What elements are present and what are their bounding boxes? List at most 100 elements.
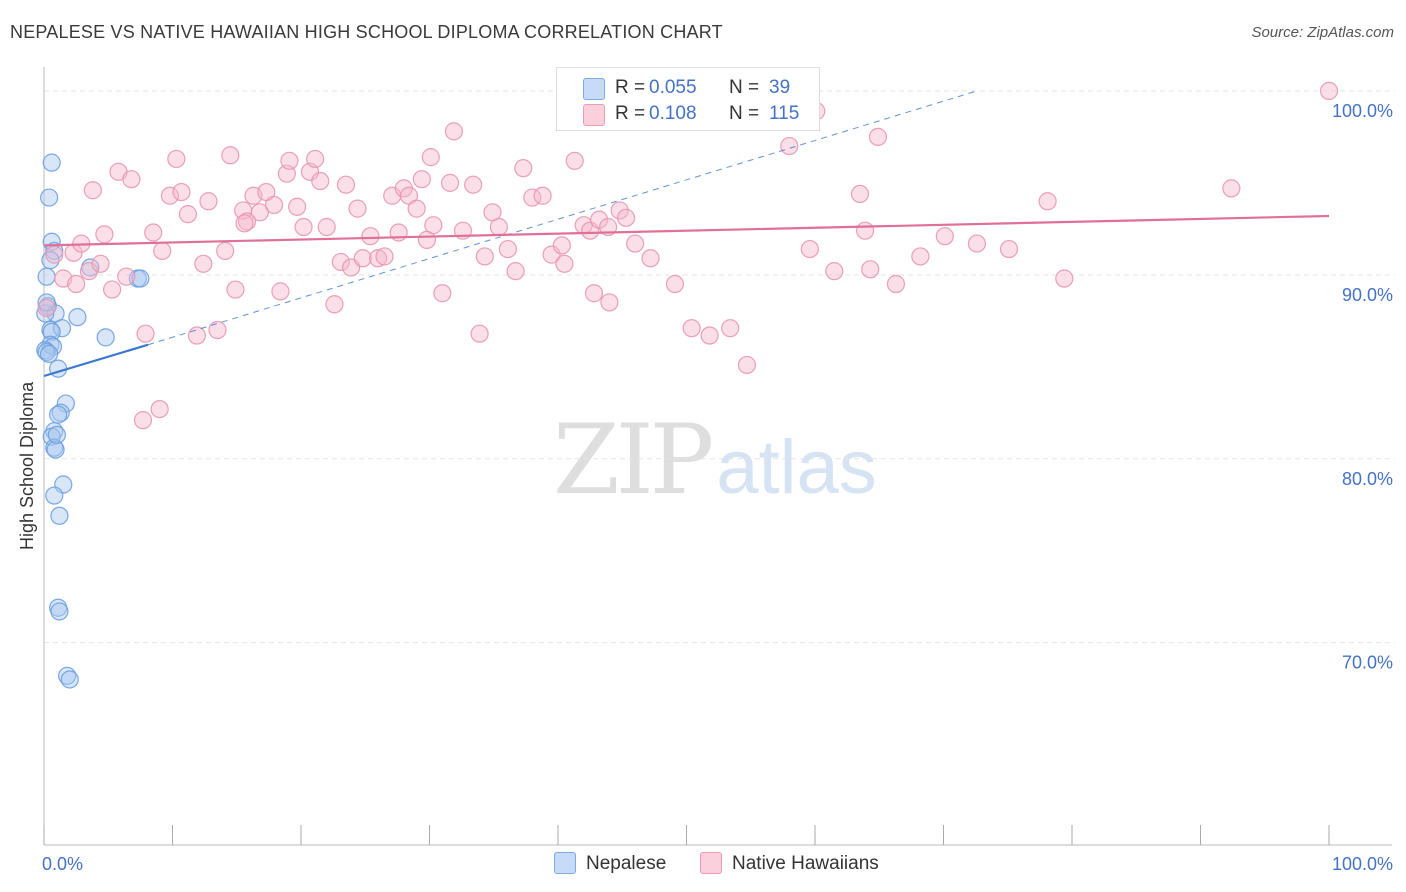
native-hawaiian-point [280,151,299,170]
native-hawaiian-point [294,217,313,237]
legend-r-value: 0.108 [649,103,697,124]
nepalese-point [37,267,56,286]
native-hawaiian-point [552,236,571,255]
legend-r-value: 0.055 [649,77,697,98]
x-tick-label: 0.0% [42,854,83,874]
nepalese-point [52,319,72,338]
native-hawaiian-point [555,254,574,273]
nepalese-point [131,269,150,288]
native-hawaiian-point [235,214,254,233]
legend-n-value: 39 [769,77,791,98]
native-hawaiian-point [172,182,191,202]
native-hawaiian-point [306,149,325,169]
nepalese-point [42,322,61,341]
y-axis-title: High School Diploma [17,381,37,550]
native-hawaiian-point [317,217,336,237]
native-hawaiian-point [475,247,494,266]
nepalese-point [96,328,115,347]
native-hawaiian-point [565,151,584,170]
native-hawaiian-point [144,223,163,242]
native-hawaiian-point [1055,269,1074,288]
native-hawaiian-point [850,184,870,204]
native-hawaiian-point [737,355,756,375]
native-hawaiian-point [83,181,102,200]
native-hawaiian-point [856,221,875,240]
native-hawaiian-point [617,208,636,227]
native-hawaiian-point [133,411,153,430]
native-hawaiian-point [421,148,440,167]
nepalese-point [47,425,66,444]
native-hawaiian-point [800,239,819,259]
nepalese-trend-line-extension [147,90,978,346]
native-hawaiian-point [331,252,350,272]
native-hawaiian-point [444,122,464,141]
native-hawaiian-point [122,170,141,189]
native-hawaiian-point [348,199,367,218]
native-hawaiian-point [221,146,240,165]
legend-swatch-native-hawaiians [583,104,605,126]
native-hawaiian-point [208,320,227,340]
native-hawaiian-point [250,203,269,222]
native-hawaiian-point [1319,81,1339,101]
native-hawaiian-point [533,186,552,205]
native-hawaiian-point [375,247,394,266]
native-hawaiian-point [514,159,533,178]
nepalese-point [40,344,59,364]
native-hawaiian-point [311,171,330,191]
native-hawaiian-point [470,324,489,343]
native-hawaiian-point [167,149,186,169]
native-hawaiian-point [1222,179,1241,198]
native-hawaiian-point [999,239,1019,259]
native-hawaiian-point [584,284,604,303]
native-hawaiian-point [187,326,207,345]
watermark-atlas: atlas [716,425,877,510]
native-hawaiian-point [1038,192,1057,211]
chart-title: NEPALESE VS NATIVE HAWAIIAN HIGH SCHOOL … [10,22,723,42]
y-tick-label: 70.0% [1342,653,1393,673]
native-hawaiian-point [407,199,426,218]
bottom-legend-swatch [700,852,722,874]
native-hawaiian-point [325,295,344,314]
native-hawaiian-point [45,245,64,264]
native-hawaiian-point [433,284,452,303]
native-hawaiian-point [780,136,799,156]
native-hawaiian-point [194,254,213,273]
watermark: ZIPatlas [553,404,877,516]
nepalese-point [50,602,69,621]
native-hawaiian-point [700,326,719,345]
nepalese-point [40,188,59,207]
native-hawaiian-point [886,274,906,294]
stats-legend: R = 0.055 N = 39 R = 0.108 N = 115 [556,67,820,131]
native-hawaiian-point [599,217,618,237]
native-hawaiian-point [424,216,443,235]
native-hawaiian-point [216,241,235,261]
native-hawaiian-point [665,274,685,294]
native-hawaiian-point [911,247,930,266]
legend-swatch-nepalese [583,78,605,100]
nepalese-point [42,153,61,172]
native-hawaiian-point [861,260,880,279]
native-hawaiian-point [967,234,987,253]
native-hawaiian-point [160,186,180,205]
nepalese-point [60,670,79,689]
native-hawaiian-point [361,227,380,246]
source-label: Source: ZipAtlas.com [1251,24,1394,41]
native-hawaiian-point [600,293,619,312]
native-hawaiian-point [150,399,169,419]
y-tick-label: 90.0% [1342,285,1393,305]
native-hawaiian-point [336,175,356,194]
nepalese-point [51,403,70,422]
native-hawaiian-point [103,280,122,299]
native-hawaiian-point [91,254,110,273]
native-hawaiian-point [199,192,218,211]
native-hawaiian-point [721,319,740,338]
native-hawaiian-point [95,225,114,244]
native-hawaiian-point [464,175,483,194]
legend-n-label: N = [729,103,760,124]
legend-n-value: 115 [769,103,800,124]
native-hawaiian-point [625,234,645,253]
native-hawaiian-point [153,241,172,261]
native-hawaiian-point [506,262,525,281]
native-hawaiian-point [868,127,888,146]
